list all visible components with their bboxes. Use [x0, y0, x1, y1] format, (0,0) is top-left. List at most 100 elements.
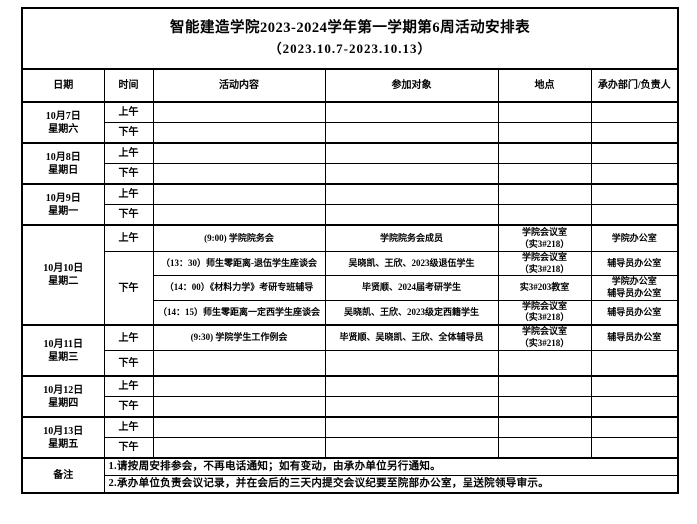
organizer-line2: 辅导员办公室: [607, 288, 662, 299]
empty-cell: [324, 416, 499, 439]
col-header-location: 地点: [497, 68, 592, 103]
activity-cell: （14：00）《材料力学》考研专班辅导: [152, 275, 326, 301]
time-cell-am: 上午: [103, 324, 154, 352]
location-line1: 学院会议室: [521, 252, 567, 262]
empty-cell: [590, 204, 679, 226]
date-text: 10月12日: [43, 384, 84, 396]
empty-cell: [152, 350, 326, 377]
empty-cell: [324, 375, 499, 398]
location-line1: 学院会议室: [521, 226, 567, 237]
empty-cell: [152, 375, 326, 398]
empty-cell: [152, 183, 326, 205]
empty-cell: [590, 375, 679, 398]
empty-cell: [590, 101, 679, 123]
date-cell-oct10: 10月10日 星期二: [21, 223, 105, 326]
empty-cell: [497, 183, 592, 205]
location-cell: 学院会议室 （实3#218）: [497, 299, 592, 326]
organizer-cell: 辅导员办公室: [590, 299, 679, 326]
empty-cell: [590, 396, 679, 418]
empty-cell: [590, 122, 679, 144]
date-text: 10月10日: [43, 263, 84, 275]
date-cell-oct12: 10月12日 星期四: [21, 375, 105, 418]
participants-cell: 吴晓凯、王欣、2023级定西籍学生: [324, 299, 499, 326]
weekday-text: 星期日: [48, 164, 79, 176]
empty-cell: [324, 122, 499, 144]
empty-cell: [152, 101, 326, 123]
date-cell-oct9: 10月9日 星期一: [21, 183, 105, 226]
location-line2: （实3#218）: [519, 238, 570, 249]
empty-cell: [590, 350, 679, 377]
time-cell-am: 上午: [103, 224, 154, 252]
empty-cell: [497, 437, 592, 459]
remarks-note-1: 1.请按周安排参会，不再电话通知；如有变动，由承办单位另行通知。: [103, 457, 679, 477]
organizer-cell: 辅导员办公室: [590, 250, 679, 277]
date-cell-oct13: 10月13日 星期五: [21, 416, 105, 459]
empty-cell: [152, 416, 326, 439]
time-cell-am: 上午: [103, 142, 154, 164]
organizer-cell: 学院办公室 辅导员办公室: [590, 275, 679, 301]
col-header-organizer: 承办部门/负责人: [590, 68, 679, 103]
time-cell-am: 上午: [103, 101, 154, 123]
empty-cell: [497, 396, 592, 418]
location-line1: 学院会议室: [521, 326, 567, 337]
time-cell-pm: 下午: [103, 122, 154, 144]
location-cell: 学院会议室 （实3#218）: [497, 224, 592, 252]
empty-cell: [152, 396, 326, 418]
remarks-label: 备注: [21, 457, 105, 494]
time-cell-pm: 下午: [103, 437, 154, 459]
organizer-cell: 学院办公室: [590, 224, 679, 252]
time-cell-am: 上午: [103, 183, 154, 205]
activity-cell: （14：15）师生零距离一定西学生座谈会: [152, 299, 326, 326]
empty-cell: [590, 183, 679, 205]
empty-cell: [152, 204, 326, 226]
empty-cell: [152, 163, 326, 185]
time-cell-pm: 下午: [103, 350, 154, 377]
activity-cell: (9:30) 学院学生工作例会: [152, 324, 326, 352]
empty-cell: [324, 204, 499, 226]
empty-cell: [152, 437, 326, 459]
time-cell-am: 上午: [103, 375, 154, 398]
empty-cell: [497, 375, 592, 398]
col-header-date: 日期: [21, 68, 105, 103]
empty-cell: [590, 163, 679, 185]
empty-cell: [497, 101, 592, 123]
empty-cell: [590, 142, 679, 164]
empty-cell: [324, 163, 499, 185]
activity-cell: (9:00) 学院院务会: [152, 224, 326, 252]
title-line2: （2023.10.7-2023.10.13）: [268, 40, 432, 56]
empty-cell: [324, 396, 499, 418]
empty-cell: [324, 101, 499, 123]
location-cell: 实3#203教室: [497, 275, 592, 301]
empty-cell: [324, 437, 499, 459]
date-cell-oct8: 10月8日 星期日: [21, 142, 105, 185]
participants-cell: 吴晓凯、王欣、2023级退伍学生: [324, 250, 499, 277]
participants-cell: 学院院务会成员: [324, 224, 499, 252]
empty-cell: [152, 142, 326, 164]
empty-cell: [497, 350, 592, 377]
date-cell-oct7: 10月7日 星期六: [21, 101, 105, 144]
location-line2: （实3#218）: [519, 263, 570, 274]
empty-cell: [497, 204, 592, 226]
table-title: 智能建造学院2023-2024学年第一学期第6周活动安排表 （2023.10.7…: [21, 7, 679, 70]
weekday-text: 星期六: [48, 123, 79, 135]
weekday-text: 星期一: [48, 205, 79, 217]
empty-cell: [324, 183, 499, 205]
participants-cell: 毕贤顺、吴晓凯、王欣、全体辅导员: [324, 324, 499, 352]
time-cell-pm: 下午: [103, 204, 154, 226]
time-cell-am: 上午: [103, 416, 154, 439]
date-text: 10月11日: [43, 338, 83, 350]
location-line1: 学院会议室: [521, 300, 567, 311]
remarks-note-2: 2.承办单位负责会议记录，并在会后的三天内提交会议纪要至院部办公室，呈送院领导审…: [103, 475, 679, 494]
date-cell-oct11: 10月11日 星期三: [21, 324, 105, 377]
empty-cell: [324, 350, 499, 377]
weekday-text: 星期五: [48, 438, 79, 450]
organizer-cell: 辅导员办公室: [590, 324, 679, 352]
weekly-schedule-table: 智能建造学院2023-2024学年第一学期第6周活动安排表 （2023.10.7…: [21, 7, 680, 495]
empty-cell: [497, 163, 592, 185]
weekday-text: 星期四: [48, 397, 79, 409]
title-line1: 智能建造学院2023-2024学年第一学期第6周活动安排表: [170, 20, 531, 37]
col-header-activity: 活动内容: [152, 68, 326, 103]
col-header-participants: 参加对象: [324, 68, 499, 103]
empty-cell: [497, 416, 592, 439]
